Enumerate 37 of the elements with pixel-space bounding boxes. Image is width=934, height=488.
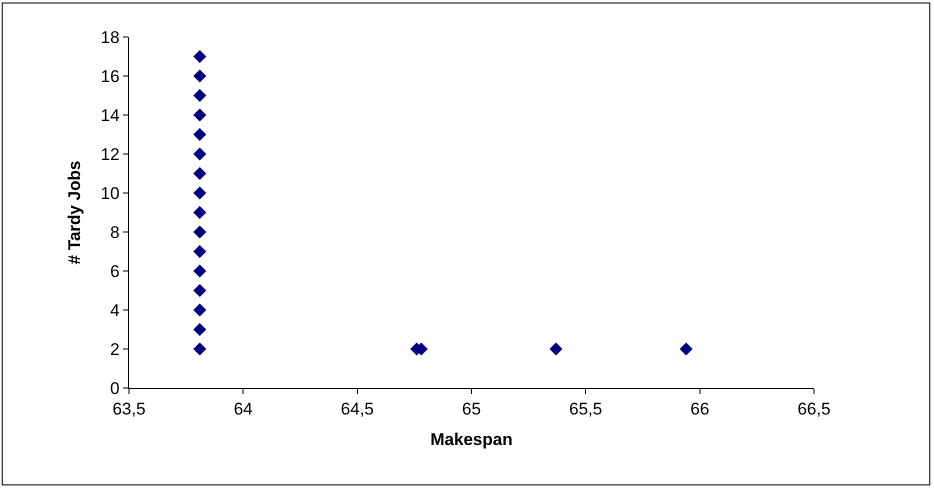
y-tick-label: 18: [100, 28, 120, 47]
y-tick-label: 14: [100, 106, 120, 125]
point: [193, 186, 206, 200]
x-tick-label: 64,5: [340, 399, 374, 418]
y-tick-label: 16: [100, 66, 120, 86]
point: [193, 148, 206, 160]
point: [193, 167, 206, 180]
y-tick-label: 6: [110, 262, 120, 281]
point: [193, 50, 206, 63]
x-tick-label: 65,5: [569, 399, 602, 418]
y-tick-label: 12: [100, 144, 120, 164]
y-axis-title: # Tardy Jobs: [65, 160, 84, 264]
x-tick-label: 66: [690, 399, 710, 418]
point: [193, 70, 206, 82]
point: [193, 108, 206, 122]
point: [193, 323, 206, 336]
point: [193, 226, 206, 238]
x-tick-label: 63,5: [112, 399, 146, 418]
y-tick-label: 10: [100, 184, 120, 203]
point: [193, 264, 206, 278]
y-tick-label: 8: [110, 222, 120, 242]
point: [680, 342, 693, 356]
x-axis-title: Makespan: [430, 430, 513, 449]
point: [193, 284, 206, 297]
y-tick-label: 4: [110, 300, 120, 320]
point: [193, 245, 206, 258]
y-tick-label: 0: [110, 378, 120, 398]
point: [193, 89, 206, 102]
x-tick-label: 65: [462, 399, 481, 418]
point: [193, 128, 206, 141]
point: [193, 206, 206, 219]
point: [193, 304, 206, 316]
point: [549, 342, 562, 356]
point: [193, 342, 206, 356]
y-tick-label: 2: [110, 340, 120, 359]
x-tick-label: 64: [234, 399, 253, 418]
x-tick-label: 66,5: [797, 399, 831, 418]
